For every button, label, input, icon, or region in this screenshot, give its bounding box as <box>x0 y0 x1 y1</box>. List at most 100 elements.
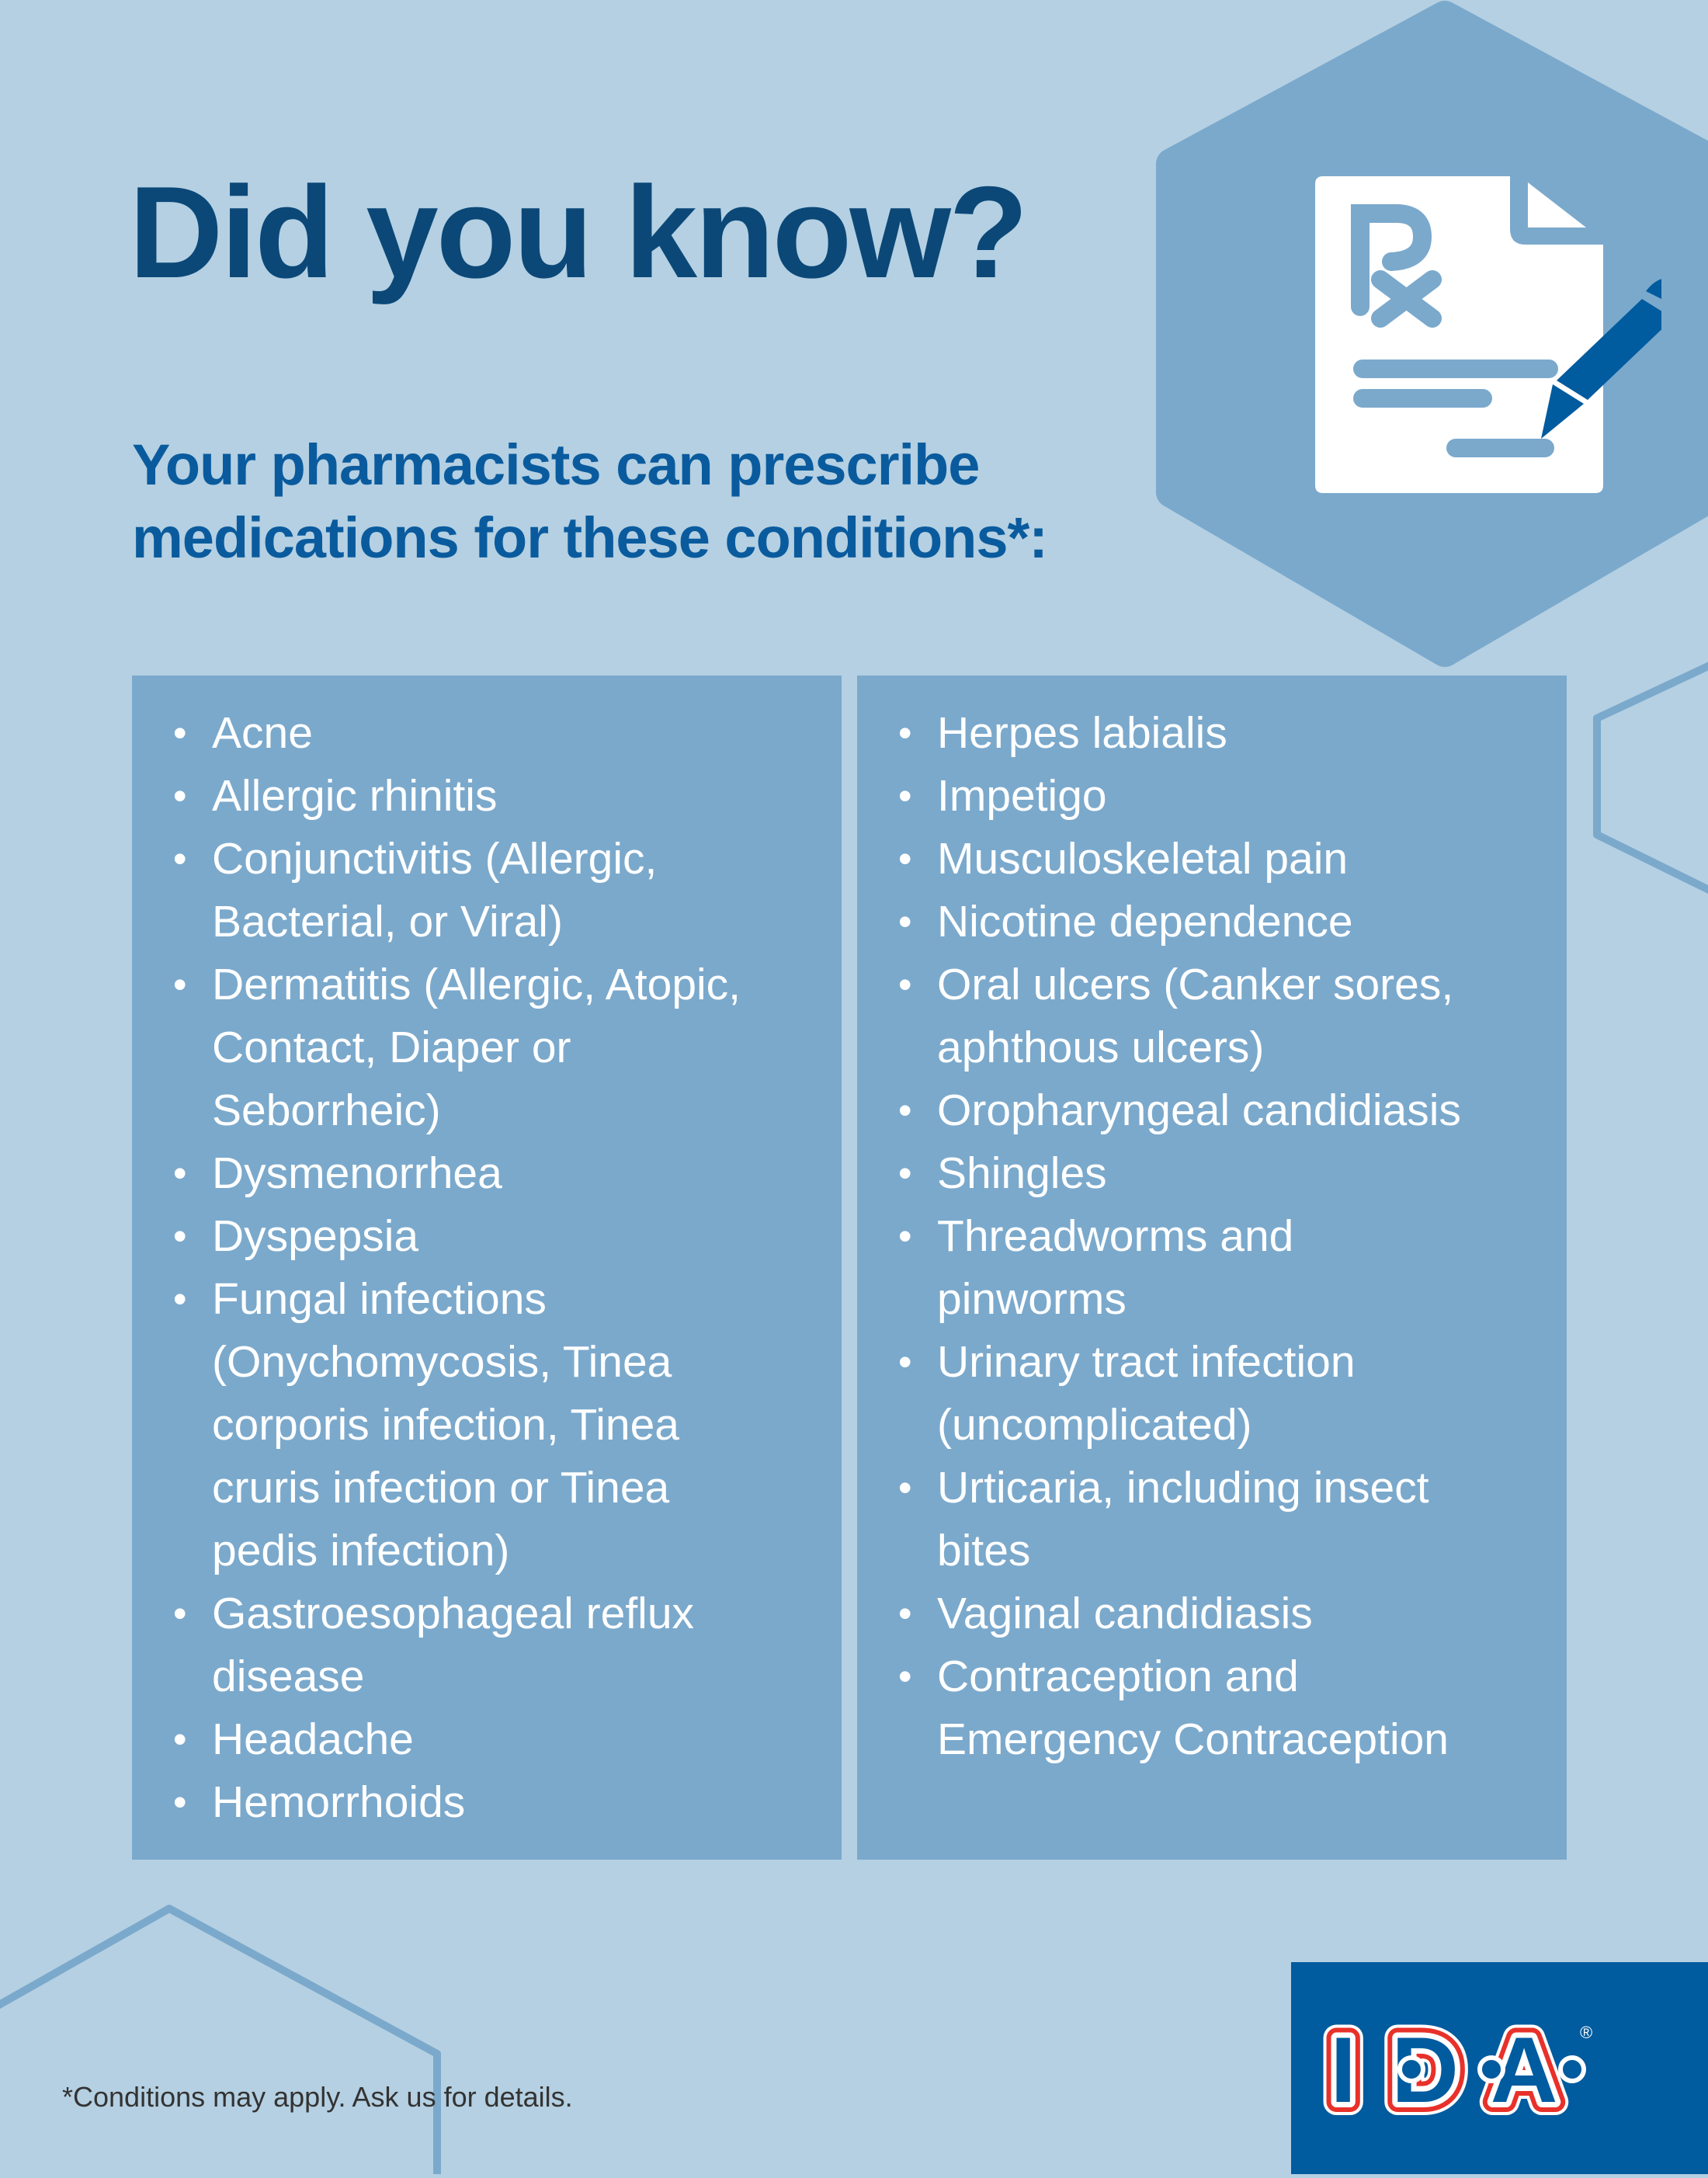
bullet-icon: • <box>173 1592 187 1635</box>
condition-text: bites <box>937 1526 1031 1575</box>
outline-hexagon-bottom-left <box>0 1905 441 2174</box>
condition-text: disease <box>212 1652 365 1701</box>
logo-dots <box>1397 2055 1586 2083</box>
bullet-icon: • <box>173 837 187 881</box>
condition-text: Bacterial, or Viral) <box>212 897 563 947</box>
condition-item: • Shingles <box>898 1142 1461 1205</box>
page-title: Did you know? <box>129 159 1029 305</box>
bullet-icon: • <box>898 1089 912 1132</box>
bullet-icon: • <box>898 837 912 881</box>
bullet-icon: • <box>173 1214 187 1258</box>
condition-text: cruris infection or Tinea <box>212 1463 670 1513</box>
bullet-icon: • <box>173 1780 187 1824</box>
ida-logo: I D A I D A I D A I D A ® <box>1317 2005 1593 2135</box>
subtitle-line-1: Your pharmacists can prescribe <box>132 432 980 497</box>
condition-item: • Contraception and Emergency Contraceptio… <box>898 1645 1461 1771</box>
outline-hexagon-right <box>1593 662 1708 894</box>
condition-text: Dermatitis (Allergic, Atopic, <box>212 960 741 1009</box>
bullet-icon: • <box>898 1340 912 1384</box>
svg-text:I D A: I D A <box>1331 2018 1563 2122</box>
condition-item: • Urticaria, including insect bites <box>898 1457 1461 1582</box>
condition-text: Allergic rhinitis <box>212 771 498 821</box>
bullet-icon: • <box>898 963 912 1006</box>
subtitle-line-2: medications for these conditions*: <box>132 505 1048 570</box>
condition-item: • Hemorrhoids <box>173 1771 741 1834</box>
svg-text:I D A: I D A <box>1331 2018 1563 2122</box>
condition-text: (Onychomycosis, Tinea <box>212 1337 672 1387</box>
condition-item: • Dyspepsia <box>173 1205 741 1268</box>
condition-text: (uncomplicated) <box>937 1400 1252 1450</box>
condition-text: Contact, Diaper or <box>212 1023 571 1072</box>
condition-item: • Fungal infections (Onychomycosis, Tinea c… <box>173 1268 741 1582</box>
conditions-panel-right: • Herpes labialis • Impetigo • Musculoskeleta… <box>857 676 1567 1860</box>
condition-item: • Herpes labialis <box>898 702 1461 765</box>
condition-text: Nicotine dependence <box>937 897 1353 947</box>
footnote: *Conditions may apply. Ask us for detail… <box>62 2081 573 2113</box>
condition-item: • Impetigo <box>898 765 1461 828</box>
condition-text: Impetigo <box>937 771 1107 821</box>
registered-mark: ® <box>1580 2023 1592 2042</box>
condition-text: Dyspepsia <box>212 1211 419 1261</box>
bullet-icon: • <box>898 711 912 755</box>
condition-item: • Vaginal candidiasis <box>898 1582 1461 1645</box>
condition-text: Oral ulcers (Canker sores, <box>937 960 1454 1009</box>
condition-text: corporis infection, Tinea <box>212 1400 679 1450</box>
condition-text: Herpes labialis <box>937 708 1227 758</box>
conditions-list-left: • Acne • Allergic rhinitis • Conjunctivitis (… <box>173 702 741 1834</box>
condition-item: • Threadworms and pinworms <box>898 1205 1461 1331</box>
condition-item: • Dysmenorrhea <box>173 1142 741 1205</box>
condition-text: pinworms <box>937 1274 1127 1324</box>
bullet-icon: • <box>898 900 912 943</box>
bullet-icon: • <box>173 1277 187 1321</box>
condition-text: pedis infection) <box>212 1526 510 1575</box>
condition-text: Vaginal candidiasis <box>937 1589 1313 1638</box>
svg-text:I D A: I D A <box>1331 2018 1563 2122</box>
bullet-icon: • <box>898 1466 912 1509</box>
condition-text: Urticaria, including insect <box>937 1463 1429 1513</box>
condition-item: • Dermatitis (Allergic, Atopic, Contact, D… <box>173 954 741 1142</box>
condition-item: • Conjunctivitis (Allergic, Bacterial, or … <box>173 828 741 954</box>
conditions-list-right: • Herpes labialis • Impetigo • Musculoskeleta… <box>898 702 1461 1771</box>
condition-text: Fungal infections <box>212 1274 547 1324</box>
condition-text: Gastroesophageal reflux <box>212 1589 695 1638</box>
condition-text: Threadworms and <box>937 1211 1294 1261</box>
subtitle: Your pharmacists can prescribe medicatio… <box>132 429 1048 575</box>
conditions-panel-left: • Acne • Allergic rhinitis • Conjunctivitis (… <box>132 676 842 1860</box>
condition-item: • Urinary tract infection (uncomplicated) <box>898 1331 1461 1457</box>
condition-text: aphthous ulcers) <box>937 1023 1265 1072</box>
condition-text: Musculoskeletal pain <box>937 834 1349 884</box>
pen-icon <box>1541 279 1661 439</box>
condition-text: Conjunctivitis (Allergic, <box>212 834 658 884</box>
condition-text: Headache <box>212 1714 414 1764</box>
condition-text: Dysmenorrhea <box>212 1148 502 1198</box>
bullet-icon: • <box>898 1655 912 1698</box>
condition-text: Hemorrhoids <box>212 1777 466 1827</box>
prescription-document-pen-icon <box>1315 176 1661 493</box>
condition-text: Seborrheic) <box>212 1086 441 1135</box>
bullet-icon: • <box>898 1592 912 1635</box>
bullet-icon: • <box>898 1214 912 1258</box>
condition-text: Urinary tract infection <box>937 1337 1356 1387</box>
condition-item: • Allergic rhinitis <box>173 765 741 828</box>
bullet-icon: • <box>173 1152 187 1195</box>
condition-item: • Acne <box>173 702 741 765</box>
condition-text: Acne <box>212 708 313 758</box>
condition-text: Contraception and <box>937 1652 1299 1701</box>
condition-item: • Headache <box>173 1708 741 1771</box>
ida-logo-box: I D A I D A I D A I D A ® <box>1291 1962 1708 2174</box>
bullet-icon: • <box>173 963 187 1006</box>
bullet-icon: • <box>898 774 912 818</box>
bullet-icon: • <box>173 711 187 755</box>
condition-item: • Oropharyngeal candidiasis <box>898 1079 1461 1142</box>
condition-item: • Gastroesophageal reflux disease <box>173 1582 741 1708</box>
condition-item: • Oral ulcers (Canker sores, aphthous ulce… <box>898 954 1461 1079</box>
bullet-icon: • <box>173 774 187 818</box>
condition-text: Shingles <box>937 1148 1107 1198</box>
condition-text: Emergency Contraception <box>937 1714 1449 1764</box>
condition-item: • Nicotine dependence <box>898 891 1461 954</box>
condition-item: • Musculoskeletal pain <box>898 828 1461 891</box>
condition-text: Oropharyngeal candidiasis <box>937 1086 1461 1135</box>
svg-text:I D A: I D A <box>1331 2018 1563 2122</box>
bullet-icon: • <box>898 1152 912 1195</box>
bullet-icon: • <box>173 1718 187 1761</box>
